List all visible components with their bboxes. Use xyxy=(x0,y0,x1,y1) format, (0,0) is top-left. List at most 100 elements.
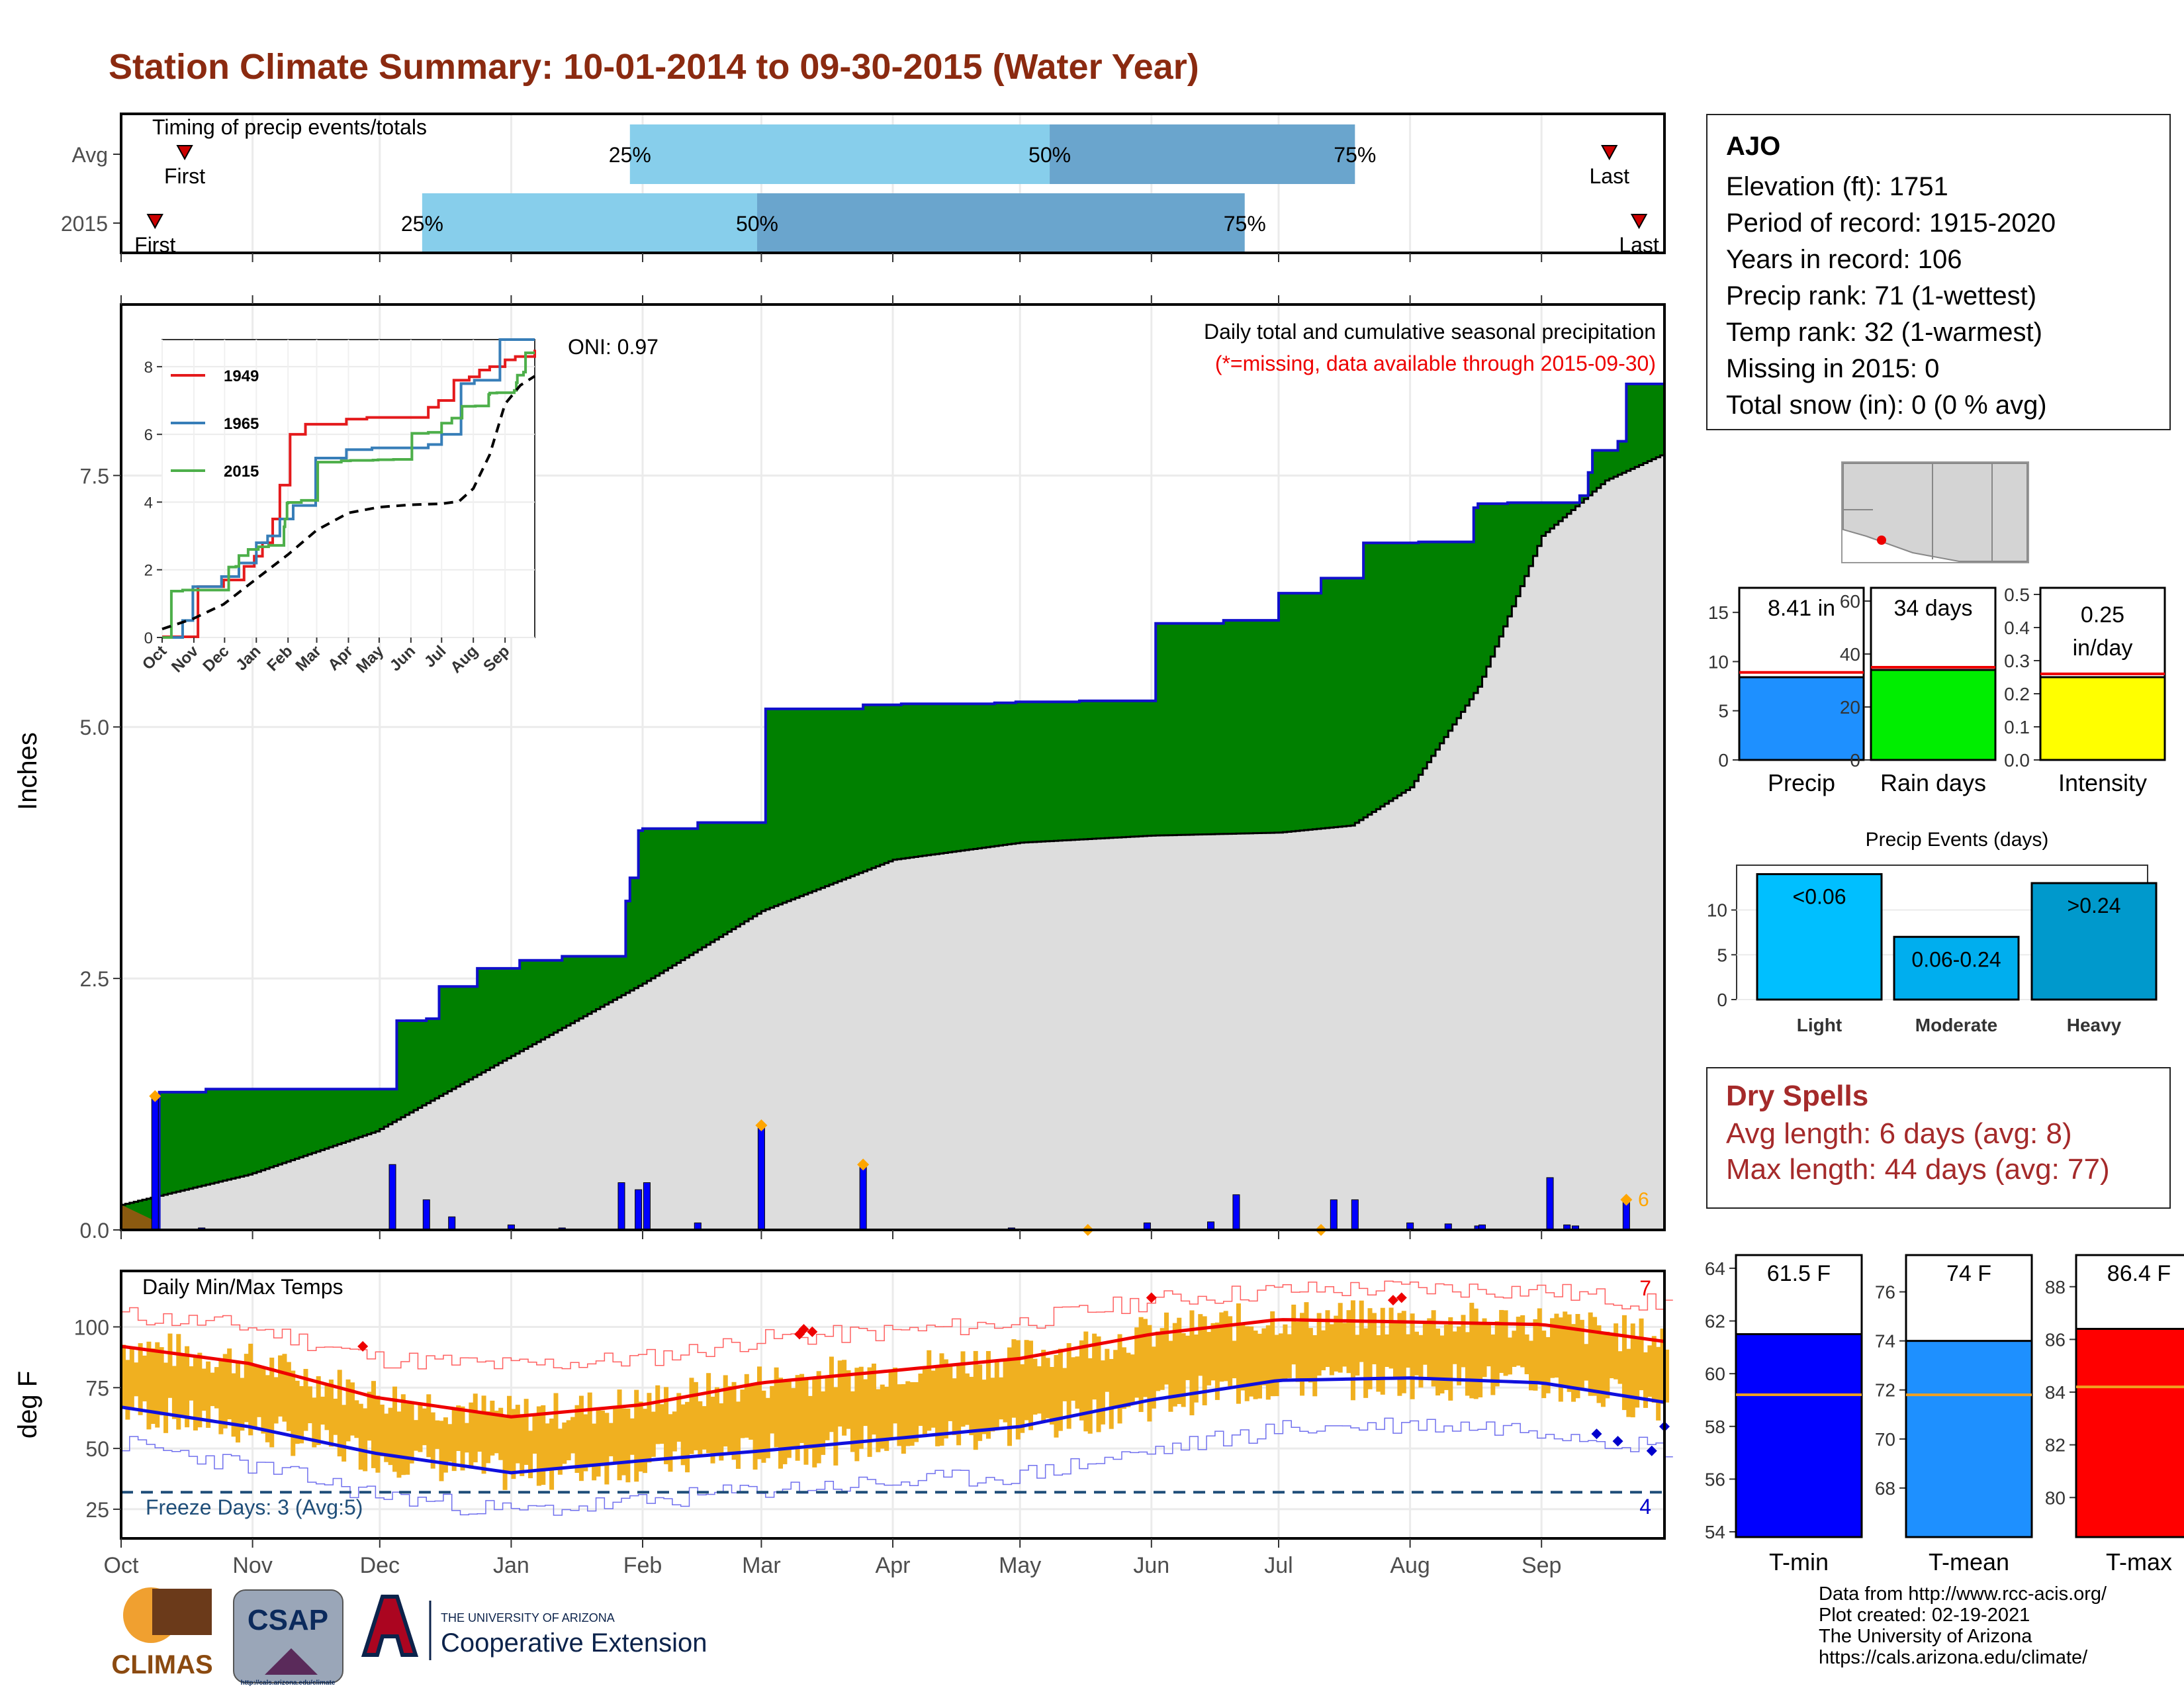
daily-temp-bar xyxy=(422,1408,427,1446)
daily-temp-bar xyxy=(922,1367,927,1438)
daily-temp-bar xyxy=(1075,1356,1080,1409)
daily-temp-bar xyxy=(1291,1304,1297,1365)
daily-temp-bar xyxy=(676,1393,682,1442)
daily-temp-bar xyxy=(443,1417,448,1473)
daily-temp-bar xyxy=(1401,1311,1406,1393)
station-years: Years in record: 106 xyxy=(1726,245,1962,274)
daily-temp-bar xyxy=(668,1414,673,1472)
summary-value-2: 0.25 xyxy=(2081,602,2124,628)
daily-temp-bar xyxy=(142,1355,148,1401)
tbar-T-max xyxy=(2075,1327,2184,1538)
daily-temp-bar xyxy=(1457,1326,1462,1385)
tbar-ytick-label: 84 xyxy=(2045,1382,2066,1403)
record-low-marker xyxy=(1646,1445,1657,1456)
precip-panel: 6 0.0 2.5 5.0 7.5 Daily total and cumulative … xyxy=(13,295,1666,1243)
daily-temp-bar xyxy=(863,1379,868,1427)
daily-temp-bar xyxy=(1117,1334,1122,1424)
precip-deficit-area xyxy=(121,1205,156,1230)
daily-temp-bar xyxy=(1579,1319,1584,1389)
daily-temp-bar xyxy=(1647,1345,1653,1397)
precip-events-panel: Precip Events (days) <0.06 Light 0.06-0.24 M… xyxy=(1707,829,2158,1035)
tbar-label-1: T-mean xyxy=(1929,1548,2009,1575)
daily-temp-bar xyxy=(185,1346,190,1428)
daily-temp-bar xyxy=(523,1399,529,1465)
avg-max-line xyxy=(120,1318,1665,1419)
station-missing: Missing in 2015: 0 xyxy=(1726,354,1940,383)
daily-temp-bar xyxy=(625,1408,631,1483)
daily-temp-bar xyxy=(1295,1321,1300,1382)
daily-temp-bar xyxy=(710,1396,715,1464)
daily-temp-bar xyxy=(481,1395,486,1474)
daily-temp-bar xyxy=(1371,1313,1377,1364)
timing-last-marker-0 xyxy=(1601,145,1618,161)
daily-temp-bar xyxy=(409,1401,414,1464)
timing-p50-label: 50% xyxy=(736,212,778,236)
daily-temp-bar xyxy=(1003,1360,1008,1423)
dry-spells-box: Dry Spells Avg length: 6 days (avg: 8) M… xyxy=(1706,1067,2171,1209)
month-label-Jul: Jul xyxy=(1264,1553,1293,1578)
daily-temp-bar xyxy=(536,1406,541,1486)
daily-temp-bar xyxy=(680,1404,686,1466)
climas-logo-text: CLIMAS xyxy=(111,1650,212,1679)
record-high-marker xyxy=(357,1340,369,1352)
daily-temp-bar xyxy=(749,1385,754,1440)
daily-temp-bar xyxy=(1142,1319,1148,1397)
tbar-ytick-label: 60 xyxy=(1705,1364,1725,1384)
daily-temp-bar xyxy=(1223,1311,1228,1382)
daily-temp-bar xyxy=(1350,1300,1355,1401)
station-info-box: AJO Elevation (ft): 1751 Period of recor… xyxy=(1706,114,2171,430)
daily-temp-bar xyxy=(1490,1334,1496,1395)
month-label-Oct: Oct xyxy=(104,1553,139,1578)
daily-temp-bar xyxy=(634,1389,639,1482)
daily-temp-bar xyxy=(1126,1352,1131,1407)
daily-temp-bar xyxy=(702,1406,707,1450)
daily-temp-bar xyxy=(282,1354,287,1422)
daily-temp-bar xyxy=(888,1369,893,1440)
daily-temp-bar xyxy=(231,1373,236,1437)
daily-temp-bar xyxy=(1435,1329,1441,1396)
record-max-line xyxy=(121,1280,1673,1370)
daily-temp-bar xyxy=(833,1387,839,1466)
inset-average-line xyxy=(161,375,536,631)
summary-ytick-label: 0 xyxy=(1850,750,1860,771)
csap-logo-url: http://cals.arizona.edu/climate xyxy=(241,1679,336,1687)
daily-temp-bar xyxy=(812,1378,817,1468)
month-label-Jan: Jan xyxy=(493,1553,529,1578)
daily-precip-bar xyxy=(1546,1177,1554,1231)
daily-temp-bar xyxy=(1279,1333,1284,1379)
daily-temp-bar xyxy=(367,1391,372,1441)
daily-precip-bar xyxy=(388,1164,396,1231)
csap-logo-mountain xyxy=(265,1648,318,1675)
daily-temp-bar xyxy=(1392,1321,1398,1379)
daily-temp-bar xyxy=(1359,1300,1364,1362)
station-name: AJO xyxy=(1726,132,1781,161)
tbar-ytick-label: 68 xyxy=(1875,1478,1895,1499)
daily-temp-bar xyxy=(643,1409,648,1474)
summary-label-2: Intensity xyxy=(2058,769,2147,796)
daily-temp-bar xyxy=(1062,1368,1068,1401)
daily-temp-bar xyxy=(1643,1352,1648,1408)
daily-precip-bar xyxy=(859,1164,867,1231)
inset-ytick-label: 0 xyxy=(144,630,153,647)
daily-temp-bar xyxy=(1300,1313,1305,1396)
summary-bars: 0 5 10 15 Precip 0 20 40 60 Rain days 0.0 0.1 0.2 0.3… xyxy=(1708,585,2166,796)
daily-temp-bar xyxy=(1482,1318,1487,1378)
daily-temp-bar xyxy=(1639,1318,1644,1391)
daily-temp-bar xyxy=(719,1403,724,1461)
daily-temp-bar xyxy=(1410,1313,1415,1399)
daily-temp-bar xyxy=(498,1407,504,1460)
heavy-precip-marker xyxy=(149,1090,161,1102)
daily-temp-bar xyxy=(528,1430,533,1479)
daily-temp-bar xyxy=(218,1358,224,1434)
precip-average-line xyxy=(121,453,1666,1206)
heavy-precip-marker xyxy=(857,1158,870,1171)
daily-temp-bar xyxy=(1164,1312,1169,1385)
inset-series-1949 xyxy=(162,350,536,638)
daily-temp-bar xyxy=(1325,1310,1330,1368)
daily-temp-bar xyxy=(655,1385,660,1444)
daily-temp-bar xyxy=(884,1386,889,1451)
daily-temp-bar xyxy=(1087,1358,1093,1434)
daily-temp-bar xyxy=(363,1408,368,1472)
daily-precip-bar xyxy=(1330,1199,1338,1231)
daily-temp-bar xyxy=(770,1385,775,1434)
